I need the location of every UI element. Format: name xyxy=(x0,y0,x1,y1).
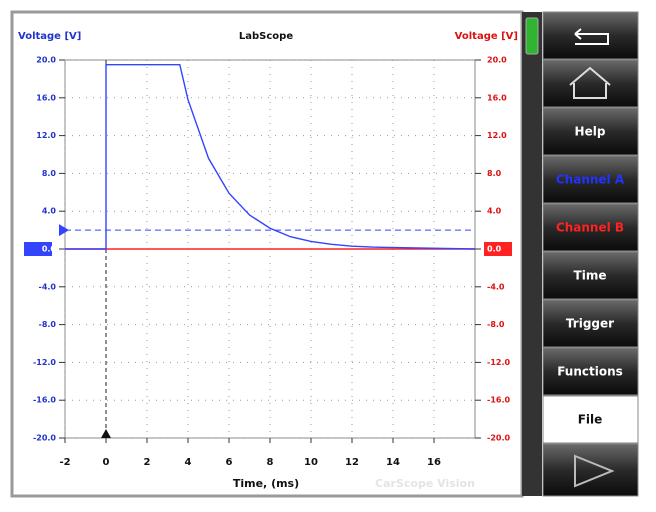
time-button[interactable] xyxy=(542,251,639,300)
x-tick-label: 4 xyxy=(185,457,192,468)
channel-a-button[interactable] xyxy=(542,155,639,204)
trigger-button[interactable] xyxy=(542,299,639,348)
status-strip xyxy=(522,12,542,496)
x-tick-label: 12 xyxy=(345,457,359,468)
back-icon xyxy=(574,28,609,45)
x-tick-label: 2 xyxy=(144,457,151,468)
y2-tick-label: 20.0 xyxy=(487,56,507,65)
y-tick-label: -8.0 xyxy=(39,320,57,329)
y-tick-label: 8.0 xyxy=(42,169,57,178)
y-tick-label: 4.0 xyxy=(42,207,57,216)
file-button[interactable] xyxy=(542,395,639,444)
trigger-level-marker xyxy=(59,224,69,237)
time-label: Time xyxy=(574,269,607,283)
y-tick-label: -12.0 xyxy=(33,358,56,367)
functions-button[interactable] xyxy=(542,347,639,396)
channel-b-button[interactable] xyxy=(542,203,639,252)
y2-tick-label: -16.0 xyxy=(487,396,510,405)
y2-tick-label: -12.0 xyxy=(487,358,510,367)
y-tick-label: -16.0 xyxy=(33,396,56,405)
x-tick-label: 14 xyxy=(386,457,400,468)
y2-tick-label: 16.0 xyxy=(487,93,507,102)
functions-label: Functions xyxy=(557,365,623,379)
left-axis-label: Voltage [V] xyxy=(18,31,81,42)
x-tick-label: 16 xyxy=(427,457,441,468)
y-tick-label: 20.0 xyxy=(36,56,56,65)
y-tick-label: 16.0 xyxy=(36,93,56,102)
trigger-label: Trigger xyxy=(566,317,614,331)
home-icon xyxy=(569,66,611,99)
y-tick-label: -4.0 xyxy=(39,282,57,291)
y2-tick-label: -4.0 xyxy=(487,282,505,291)
y2-tick-label: -20.0 xyxy=(487,434,510,443)
channel-a-zero-marker xyxy=(24,242,52,256)
y-tick-label: 0.0 xyxy=(42,245,57,254)
trigger-time-marker xyxy=(101,429,111,438)
help-button[interactable] xyxy=(542,107,639,156)
channel-b-label: Channel B xyxy=(556,221,624,235)
screen-title: LabScope xyxy=(239,31,293,42)
y2-tick-label: -8.0 xyxy=(487,320,505,329)
battery-icon xyxy=(525,17,539,55)
back-button[interactable] xyxy=(542,11,639,60)
channel-b-zero-marker xyxy=(484,242,512,256)
x-tick-label: 6 xyxy=(226,457,233,468)
help-label: Help xyxy=(575,125,606,139)
play-icon xyxy=(574,454,615,488)
y2-tick-label: 8.0 xyxy=(487,169,502,178)
file-label: File xyxy=(578,413,603,427)
menu: Help Channel A Channel B Time Trigger Fu… xyxy=(542,11,639,497)
x-tick-label: -2 xyxy=(59,457,70,468)
plot-panel xyxy=(10,10,524,498)
y2-tick-label: 12.0 xyxy=(487,131,507,140)
watermark: CarScope Vision xyxy=(375,477,475,490)
x-tick-label: 10 xyxy=(304,457,318,468)
y-tick-label: 12.0 xyxy=(36,131,56,140)
y-tick-label: -20.0 xyxy=(33,434,56,443)
channel-a-label: Channel A xyxy=(556,173,625,187)
y2-tick-label: 0.0 xyxy=(487,245,502,254)
right-axis-label: Voltage [V] xyxy=(455,31,518,42)
y2-tick-label: 4.0 xyxy=(487,207,502,216)
play-button[interactable] xyxy=(542,443,639,497)
home-button[interactable] xyxy=(542,59,639,108)
x-tick-label: 0 xyxy=(103,457,110,468)
trace xyxy=(65,64,476,250)
x-axis-label: Time, (ms) xyxy=(233,477,299,490)
x-tick-label: 8 xyxy=(267,457,274,468)
